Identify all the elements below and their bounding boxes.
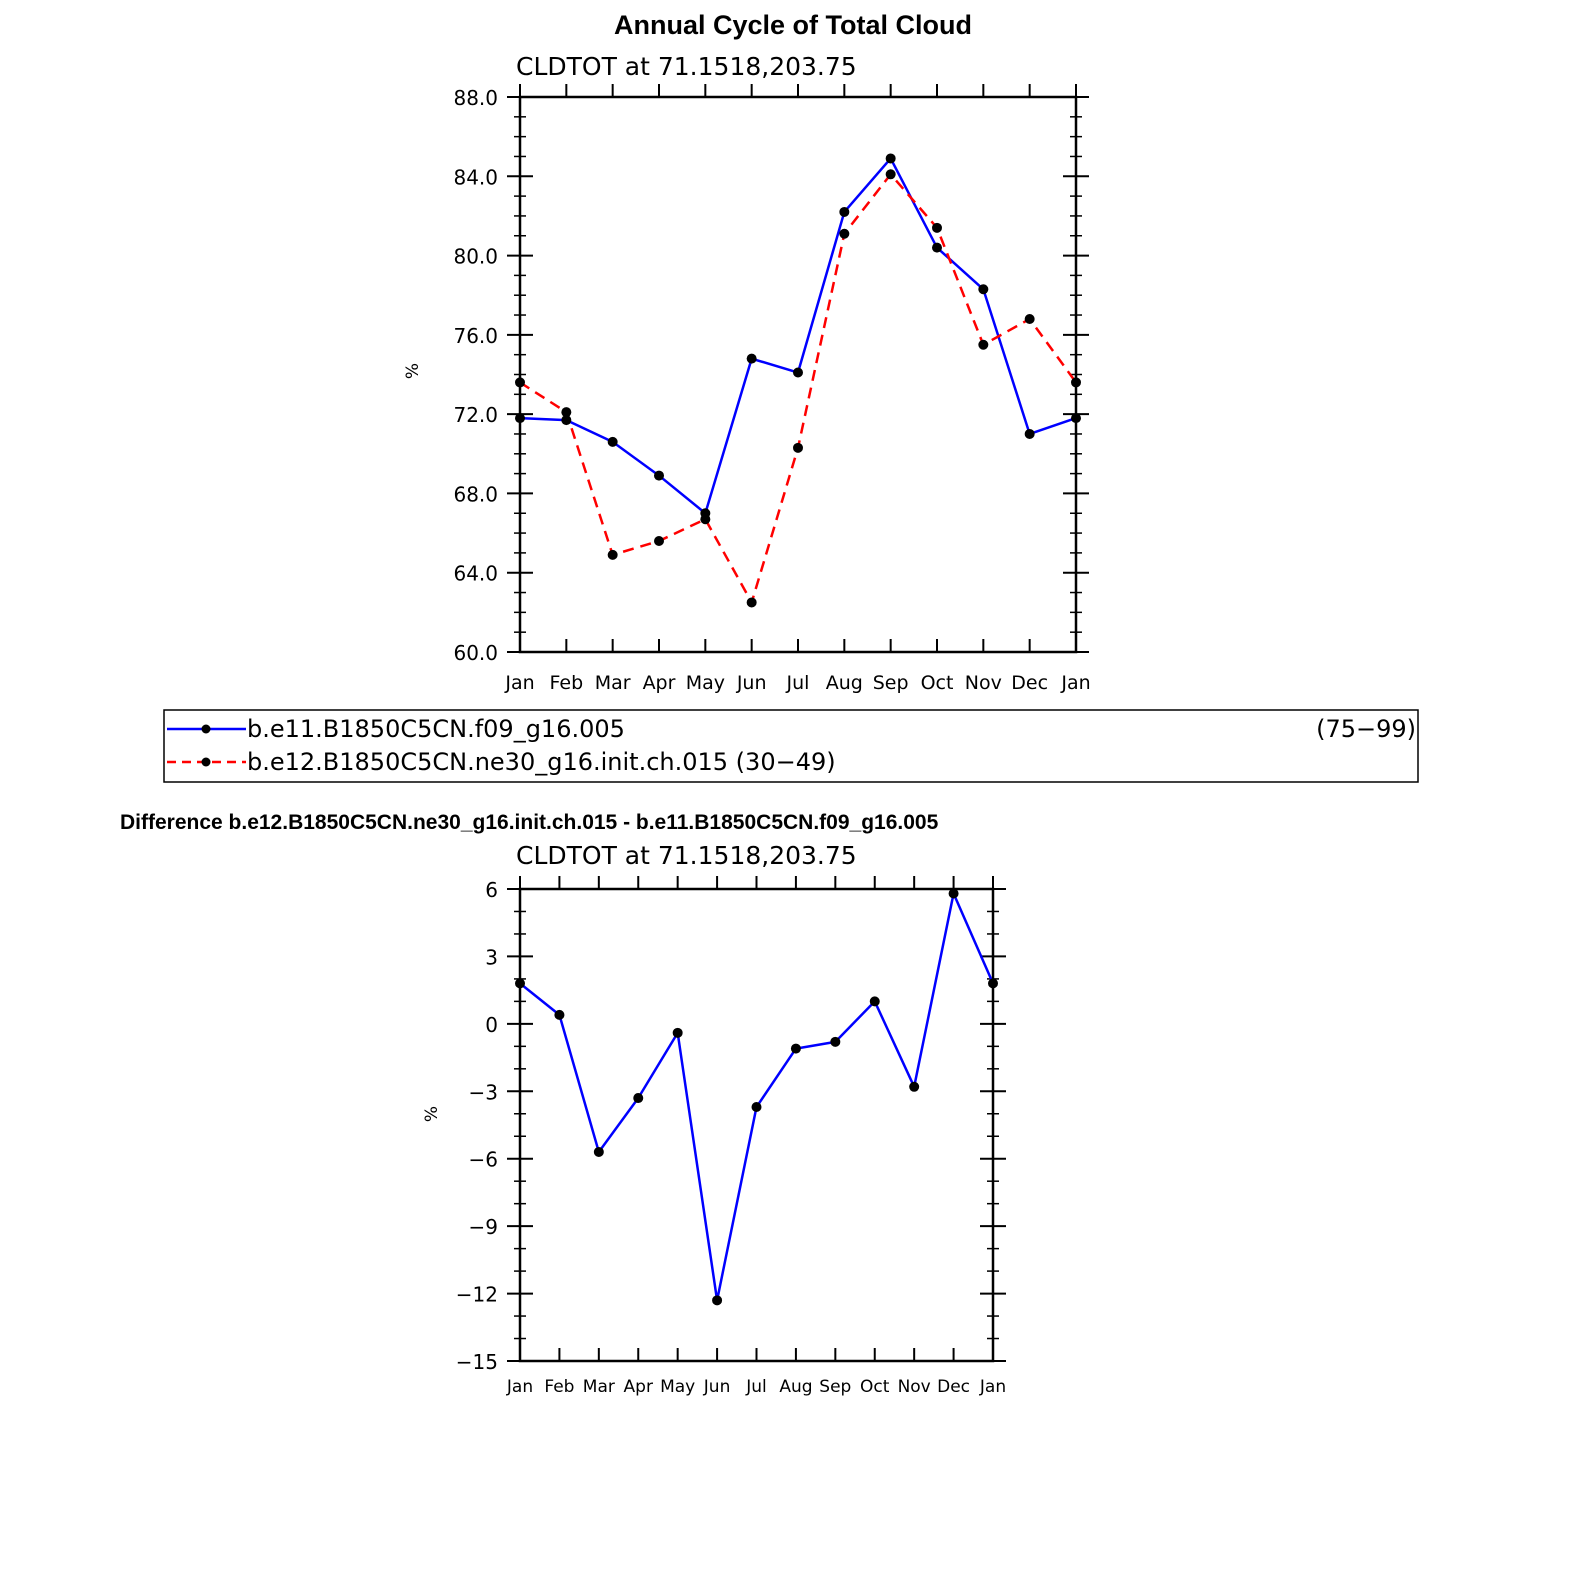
chart2-xtick-label: Aug [779, 1377, 812, 1397]
chart1-ytick-label: 84.0 [453, 165, 498, 189]
chart1-series-1-point [839, 206, 850, 217]
chart1-xtick-label: Sep [873, 672, 909, 694]
chart1-series-2-point [978, 339, 989, 350]
chart2-ytick-label: −6 [469, 1148, 498, 1172]
chart2-xtick-label: Jan [979, 1377, 1006, 1397]
chart1-series-1-point [978, 284, 989, 295]
chart1-series-2-point [793, 442, 803, 453]
chart1-xtick-label: Apr [643, 672, 676, 694]
chart1-series-2-point [1071, 377, 1081, 388]
legend-marker-series-1 [201, 724, 211, 734]
chart2-xtick-label: Dec [937, 1377, 970, 1397]
chart1-xtick-label: Feb [550, 672, 584, 694]
chart2-ytick-label: 0 [485, 1013, 498, 1037]
chart1-series-2-point [515, 377, 525, 388]
chart1-series-2-point [607, 549, 618, 560]
legend-label-series-2: b.e12.B1850C5CN.ne30_g16.init.ch.015 (30… [247, 748, 836, 776]
chart2-ylabel: % [422, 1106, 442, 1122]
chart1-xtick-label: Jan [1060, 672, 1090, 694]
chart2-ytick-label: 3 [485, 945, 498, 969]
chart2-xtick-label: Oct [860, 1377, 890, 1397]
chart1-xtick-label: Jun [736, 672, 767, 694]
chart2-plot: −15 −12 −9 −6 −3 0 3 6 Jan Feb Mar Apr May Jun Jul Aug S… [456, 876, 1006, 1397]
chart2-title: Difference b.e12.B1850C5CN.ne30_g16.init… [120, 811, 939, 834]
chart2-xtick-label: Nov [898, 1377, 931, 1397]
chart1-series-2-point [839, 228, 850, 239]
chart1-series-1-point [932, 242, 942, 253]
chart1-ytick-label: 80.0 [453, 245, 498, 269]
chart1-xtick-label: Aug [826, 672, 863, 694]
chart2-xtick-label: May [660, 1377, 695, 1397]
chart2-ytick-label: −3 [469, 1080, 498, 1104]
chart2-xtick-label: Jul [745, 1377, 767, 1397]
chart1-series-2-point [561, 407, 572, 418]
legend-box [163, 709, 1419, 783]
chart1-series-1-point [1024, 428, 1035, 439]
chart1-ytick-label: 64.0 [453, 562, 498, 586]
chart1-series-1-point [746, 353, 757, 364]
chart2-xtick-label: Sep [819, 1377, 851, 1397]
chart1-xtick-label: Oct [921, 672, 954, 694]
chart2-series-1-point [554, 1009, 565, 1020]
chart1-series-1-point [885, 153, 896, 164]
chart1-ytick-label: 76.0 [453, 324, 498, 348]
chart1-subtitle: CLDTOT at 71.1518,203.75 [516, 52, 857, 81]
chart2-ytick-label: −9 [469, 1215, 498, 1239]
chart2-series-1-point [672, 1027, 683, 1038]
chart2-series-1-point [633, 1093, 644, 1104]
chart2-series-1-point [790, 1043, 801, 1054]
chart1-series-1-point [1071, 413, 1081, 424]
chart1-series-1-point [654, 470, 664, 481]
chart1-title: Annual Cycle of Total Cloud [614, 10, 972, 40]
chart1-series-2-point [746, 597, 757, 608]
chart1-series-2-point [700, 514, 711, 525]
chart2-series-1-point [909, 1081, 920, 1092]
chart1-xtick-label: Jul [786, 672, 810, 694]
chart2-series-1-point [830, 1036, 841, 1047]
chart2-xtick-label: Apr [624, 1377, 653, 1397]
chart1-legend: b.e11.B1850C5CN.f09_g16.005 (75−99) b.e1… [163, 709, 1419, 783]
chart2-series-1-point [712, 1295, 723, 1306]
chart2-series-1-point [751, 1102, 762, 1113]
chart2-xtick-label: Feb [544, 1377, 574, 1397]
chart1-xtick-label: Mar [595, 672, 631, 694]
chart1-series-2-point [1024, 314, 1035, 324]
chart1-series-1-point [793, 367, 803, 378]
chart2-ytick-label: −15 [456, 1350, 498, 1374]
chart1-ylabel: % [403, 363, 423, 379]
chart2-series-1-point [948, 888, 959, 899]
chart1-ytick-label: 60.0 [453, 641, 498, 665]
chart1-ytick-label: 72.0 [453, 403, 498, 427]
chart1-xtick-label: May [686, 672, 725, 694]
chart1-series-2-point [932, 222, 942, 233]
legend-marker-series-2 [201, 757, 211, 767]
chart2-series-1-point [869, 996, 880, 1007]
chart1-xtick-label: Nov [965, 672, 1002, 694]
chart1-xtick-label: Dec [1011, 672, 1048, 694]
chart2-ytick-label: 6 [485, 878, 498, 902]
chart2-xtick-label: Jun [703, 1377, 731, 1397]
chart1-series-1-point [607, 436, 618, 447]
chart2-subtitle: CLDTOT at 71.1518,203.75 [516, 841, 857, 870]
chart2-series-1-point [988, 978, 998, 989]
chart1-ytick-label: 68.0 [453, 482, 498, 506]
chart2-series-1-point [593, 1146, 604, 1157]
chart1-series-2-point [885, 169, 896, 180]
chart1-series-1-point [561, 415, 572, 426]
chart1-plot: 60.0 64.0 68.0 72.0 76.0 80.0 84.0 88.0 Jan Feb Ma… [453, 84, 1091, 694]
chart1-ytick-label: 88.0 [453, 86, 498, 110]
chart2-xtick-label: Jan [506, 1377, 533, 1397]
chart2-ytick-label: −12 [456, 1283, 498, 1307]
chart2-xtick-label: Mar [583, 1377, 615, 1397]
legend-label-series-1: b.e11.B1850C5CN.f09_g16.005 [247, 715, 625, 743]
chart1-xtick-label: Jan [504, 672, 534, 694]
chart2-series-1-point [515, 978, 525, 989]
chart1-series-2-point [654, 536, 664, 546]
chart1-series-1-point [515, 413, 525, 424]
legend-suffix-series-1: (75−99) [1316, 715, 1416, 743]
